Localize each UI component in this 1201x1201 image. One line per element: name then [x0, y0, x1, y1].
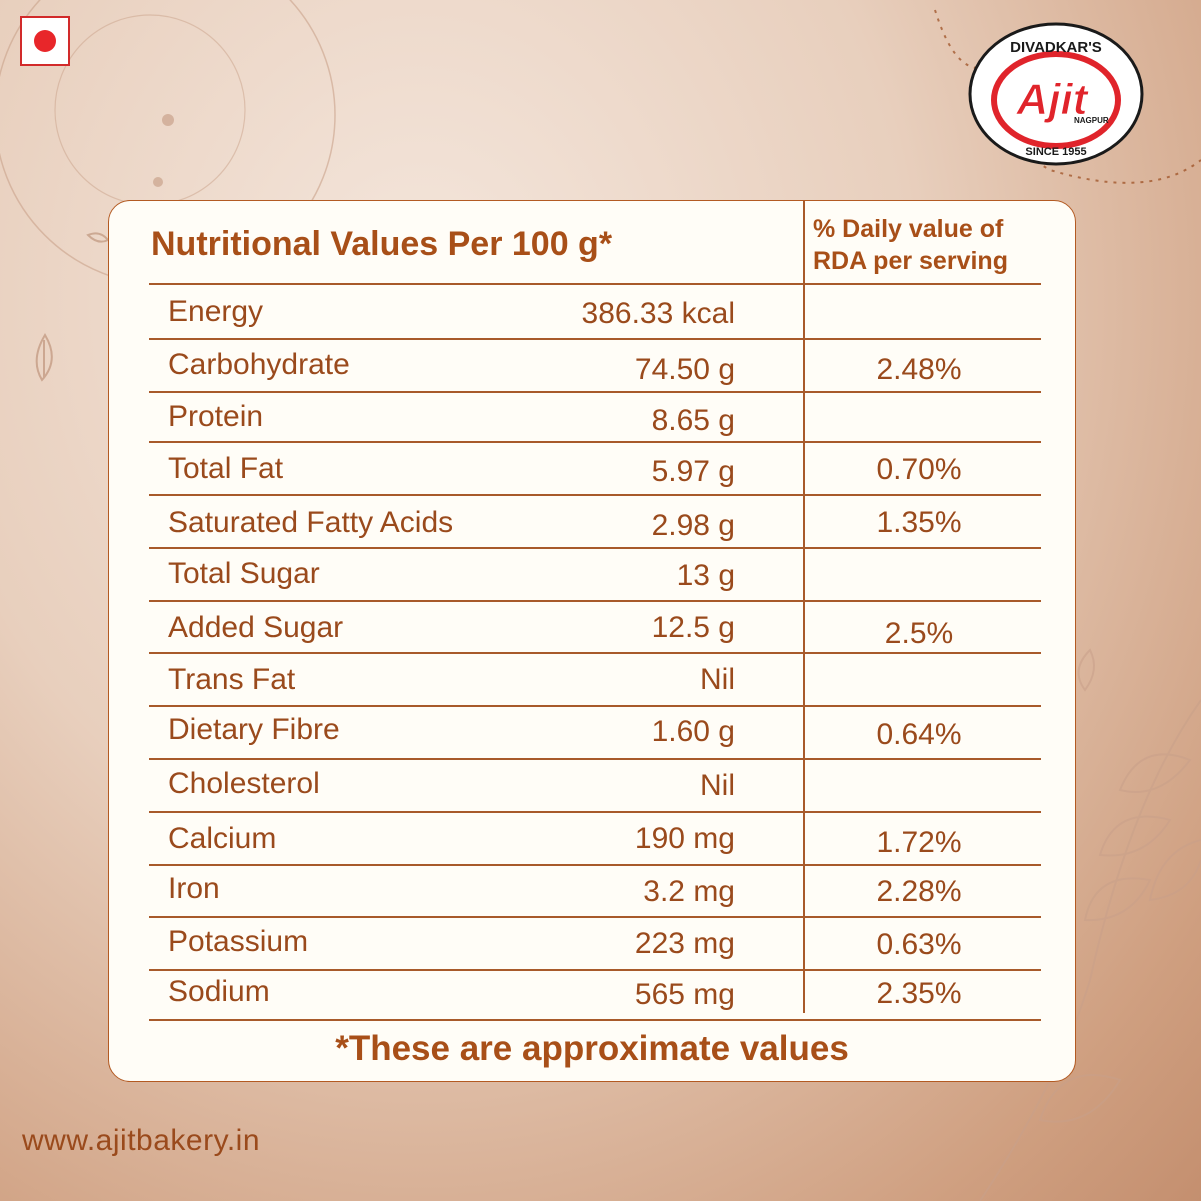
nutrient-name: Trans Fat [168, 663, 296, 696]
nutrient-name: Added Sugar [168, 611, 344, 644]
row-divider [149, 811, 1041, 813]
row-divider [149, 283, 1041, 285]
wheat-leaf-icon [35, 232, 110, 382]
row-divider [149, 547, 1041, 549]
nutrition-card: Nutritional Values Per 100 g* % Daily va… [108, 200, 1076, 1082]
row-divider [149, 916, 1041, 918]
nutrient-value: 74.50 g [634, 353, 735, 386]
row-divider [149, 494, 1041, 496]
nutrient-name: Potassium [168, 925, 309, 958]
nutrient-name: Calcium [168, 822, 277, 855]
nutrient-name: Cholesterol [168, 767, 320, 800]
nutrient-value: Nil [700, 769, 735, 802]
row-divider [149, 969, 1041, 971]
row-divider [149, 758, 1041, 760]
decor-dotted-line [934, 9, 1201, 184]
row-divider [149, 705, 1041, 707]
row-divider [149, 1019, 1041, 1021]
nutrient-rda: 2.48% [876, 353, 962, 386]
decor-dot [153, 177, 163, 187]
row-divider [149, 391, 1041, 393]
nutrient-value: 5.97 g [651, 455, 735, 488]
nutrient-name: Total Sugar [168, 557, 320, 590]
nutrient-rda: 1.72% [876, 826, 962, 859]
nutrient-value: 12.5 g [651, 611, 735, 644]
nutrient-value: 386.33 kcal [581, 297, 735, 330]
nutrient-rda: 0.63% [876, 928, 962, 961]
nutrient-value: 8.65 g [651, 404, 735, 437]
logo-name: Ajit [1016, 75, 1090, 124]
nutrient-rda: 2.28% [876, 875, 962, 908]
nutrient-rda: 0.70% [876, 453, 962, 486]
logo-top-text: DIVADKAR'S [1010, 39, 1102, 56]
row-divider [149, 864, 1041, 866]
nutrient-name: Dietary Fibre [168, 713, 340, 746]
nutrient-rda: 1.35% [876, 506, 962, 539]
nutrient-rda: 2.35% [876, 977, 962, 1010]
footnote: *These are approximate values [335, 1029, 849, 1068]
column-divider [803, 201, 805, 1013]
rda-column-header: % Daily value of RDA per serving [813, 215, 1008, 275]
nutrient-name: Energy [168, 295, 264, 328]
nutrient-value: 565 mg [634, 978, 735, 1011]
nutrient-value: 3.2 mg [643, 875, 735, 908]
nutrient-name: Iron [168, 872, 220, 905]
nutrient-rda: 2.5% [884, 617, 954, 650]
decor-ring-small [54, 14, 246, 206]
table-title: Nutritional Values Per 100 g* [151, 225, 613, 263]
veg-dot [34, 30, 56, 52]
nutrient-name: Carbohydrate [168, 348, 350, 381]
row-divider [149, 441, 1041, 443]
nutrient-rda: 0.64% [876, 718, 962, 751]
nutrient-value: 13 g [676, 559, 735, 592]
nutrient-name: Protein [168, 400, 264, 433]
row-divider [149, 652, 1041, 654]
nutrient-value: Nil [700, 663, 735, 696]
logo-city: NAGPUR [1074, 116, 1109, 125]
wheat-sheaf-icon [979, 648, 1201, 1201]
logo-since: SINCE 1955 [1025, 146, 1086, 158]
veg-symbol-icon [20, 16, 70, 66]
decor-dot [162, 114, 174, 126]
row-divider [149, 338, 1041, 340]
nutrient-value: 2.98 g [651, 509, 735, 542]
nutrient-value: 223 mg [634, 927, 735, 960]
nutrient-value: 190 mg [634, 822, 735, 855]
nutrient-name: Sodium [168, 975, 270, 1008]
ajit-logo: DIVADKAR'S Ajit NAGPUR SINCE 1955 [968, 22, 1144, 166]
website-url: www.ajitbakery.in [22, 1124, 261, 1157]
nutrient-value: 1.60 g [651, 715, 735, 748]
nutrient-name: Total Fat [168, 452, 284, 485]
row-divider [149, 600, 1041, 602]
nutrient-name: Saturated Fatty Acids [168, 506, 454, 539]
